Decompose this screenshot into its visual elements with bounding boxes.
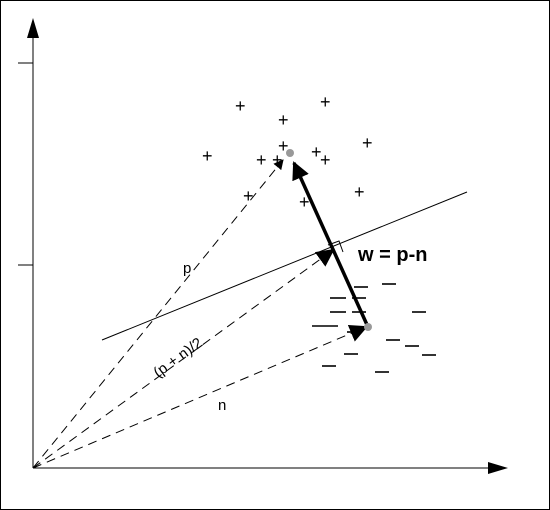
vector-midpoint bbox=[32, 248, 335, 469]
y-axis-arrowhead bbox=[27, 18, 39, 38]
positive-sample: + bbox=[202, 146, 213, 166]
positive-sample: + bbox=[354, 182, 365, 202]
label-n: n bbox=[218, 397, 226, 414]
x-axis-arrowhead bbox=[488, 462, 508, 474]
label-p: p bbox=[183, 260, 191, 277]
positive-sample: + bbox=[243, 186, 254, 206]
positive-sample: + bbox=[362, 133, 373, 153]
centroid-negative bbox=[364, 323, 372, 331]
label-midpoint: (p + n)/2 bbox=[150, 334, 206, 381]
positive-sample: + bbox=[320, 92, 331, 112]
positive-sample: + bbox=[311, 142, 322, 162]
positive-sample: + bbox=[299, 192, 310, 212]
decision-boundary bbox=[101, 191, 468, 341]
positive-sample: + bbox=[256, 150, 267, 170]
positive-sample: + bbox=[278, 110, 289, 130]
positive-sample: + bbox=[235, 96, 246, 116]
positive-sample: + bbox=[278, 136, 289, 156]
label-w: w = p-n bbox=[357, 244, 427, 266]
positive-sample: + bbox=[320, 150, 331, 170]
vector-n bbox=[32, 324, 368, 469]
vector-w bbox=[292, 161, 370, 328]
positive-samples: + + + + + + + + + + + + + bbox=[202, 92, 373, 212]
vector-p bbox=[32, 159, 284, 469]
negative-samples bbox=[312, 283, 436, 373]
positive-sample: + bbox=[272, 150, 283, 170]
centroid-positive bbox=[286, 149, 294, 157]
